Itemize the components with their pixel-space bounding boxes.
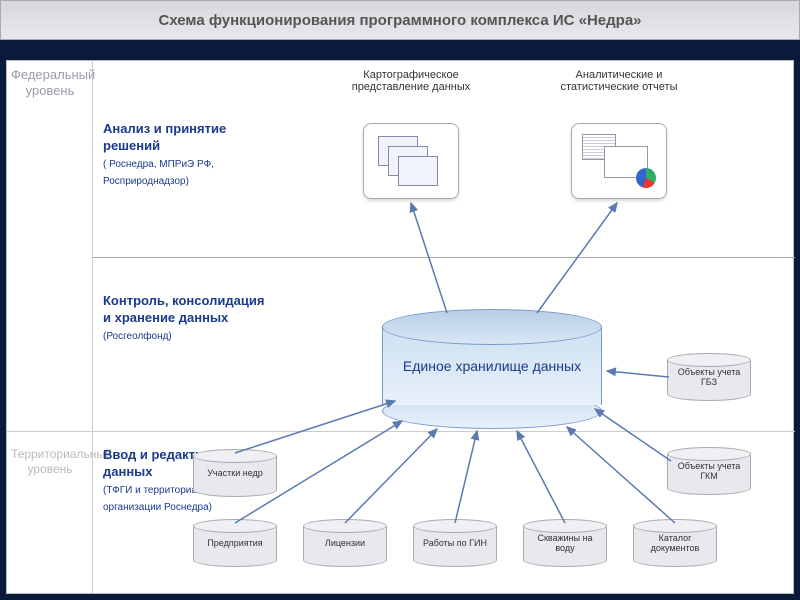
db-predpr: Предприятия [193, 519, 277, 567]
left-column: Федеральный уровень Территориальный уров… [7, 61, 93, 593]
map-representation-box [363, 123, 459, 199]
section-analysis-sub: ( Роснедра, МПРиЭ РФ, Росприроднадзор) [103, 159, 214, 187]
map-thumb-icon-3 [398, 156, 438, 186]
header-bar: Схема функционирования программного комп… [0, 0, 800, 40]
db-gbz: Объекты учета ГБЗ [667, 353, 751, 401]
page-title: Схема функционирования программного комп… [158, 12, 641, 29]
main-database-cylinder: Единое хранилище данных [382, 309, 602, 429]
section-control: Контроль, консолидация и хранение данных… [103, 293, 273, 344]
level-territorial-label: Территориальный уровень [11, 447, 89, 477]
level-federal-label: Федеральный уровень [11, 67, 89, 100]
db-katalog: Каталог документов [633, 519, 717, 567]
label-reports: Аналитические и статистические отчеты [549, 69, 689, 93]
divider-line-1 [93, 257, 795, 258]
section-control-title: Контроль, консолидация и хранение данных [103, 293, 264, 325]
db-katalog-label: Каталог документов [634, 533, 716, 554]
db-gkm: Объекты учета ГКМ [667, 447, 751, 495]
db-uchastki: Участки недр [193, 449, 277, 497]
db-predpr-label: Предприятия [203, 538, 266, 548]
diagram-panel: Федеральный уровень Территориальный уров… [6, 60, 794, 594]
db-skvazhiny: Скважины на воду [523, 519, 607, 567]
db-raboty: Работы по ГИН [413, 519, 497, 567]
db-licenzii: Лицензии [303, 519, 387, 567]
db-raboty-label: Работы по ГИН [419, 538, 491, 548]
section-analysis-title: Анализ и принятие решений [103, 121, 226, 153]
db-skvazhiny-label: Скважины на воду [524, 533, 606, 554]
db-uchastki-label: Участки недр [203, 468, 267, 478]
pie-chart-icon [636, 168, 656, 188]
main-db-label: Единое хранилище данных [403, 357, 581, 376]
reports-box [571, 123, 667, 199]
db-licenzii-label: Лицензии [321, 538, 369, 548]
section-control-sub: (Росгеолфонд) [103, 331, 172, 342]
db-main-top [382, 309, 602, 345]
db-gbz-label: Объекты учета ГБЗ [668, 367, 750, 388]
divider-line-2 [7, 431, 795, 432]
label-map: Картографическое представление данных [341, 69, 481, 93]
section-analysis: Анализ и принятие решений ( Роснедра, МП… [103, 121, 273, 189]
db-gkm-label: Объекты учета ГКМ [668, 461, 750, 482]
